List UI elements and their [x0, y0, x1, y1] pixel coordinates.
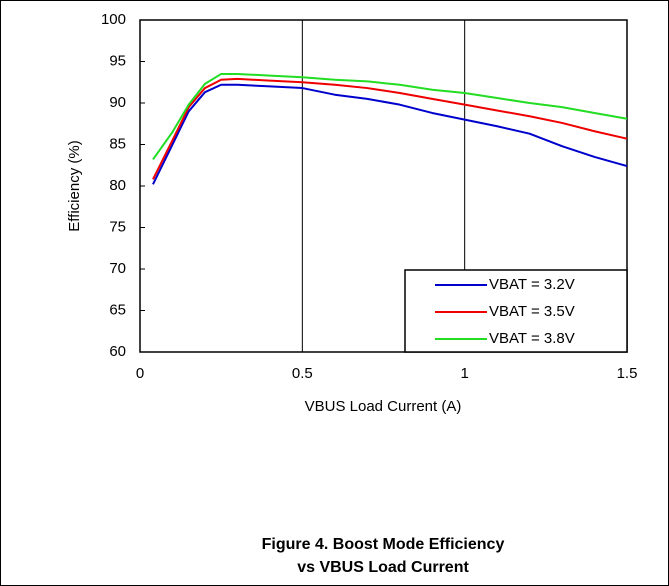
x-axis-label: VBUS Load Current (A) — [305, 398, 462, 415]
x-tick-label: 1 — [460, 365, 468, 382]
caption: Figure 4. Boost Mode Efficiency — [262, 536, 505, 553]
y-tick-label: 75 — [109, 218, 126, 235]
series-line — [152, 72, 628, 161]
y-tick-label: 60 — [109, 343, 126, 360]
legend-label: VBAT = 3.2V — [489, 276, 575, 293]
x-tick-label: 1.5 — [617, 365, 638, 382]
legend-label: VBAT = 3.8V — [489, 330, 575, 347]
x-tick-label: 0.5 — [292, 365, 313, 382]
series-line — [152, 83, 628, 185]
y-tick-label: 65 — [109, 301, 126, 318]
caption: vs VBUS Load Current — [297, 559, 469, 576]
y-tick-label: 70 — [109, 260, 126, 277]
y-tick-label: 80 — [109, 177, 126, 194]
y-tick-label: 90 — [109, 94, 126, 111]
series-line — [152, 77, 628, 180]
y-axis-label: Efficiency (%) — [66, 140, 83, 231]
y-tick-label: 85 — [109, 135, 126, 152]
plot-frame — [139, 19, 628, 353]
y-tick-label: 95 — [109, 52, 126, 69]
y-tick-label: 100 — [101, 11, 126, 28]
legend-label: VBAT = 3.5V — [489, 303, 575, 320]
x-tick-label: 0 — [136, 365, 144, 382]
